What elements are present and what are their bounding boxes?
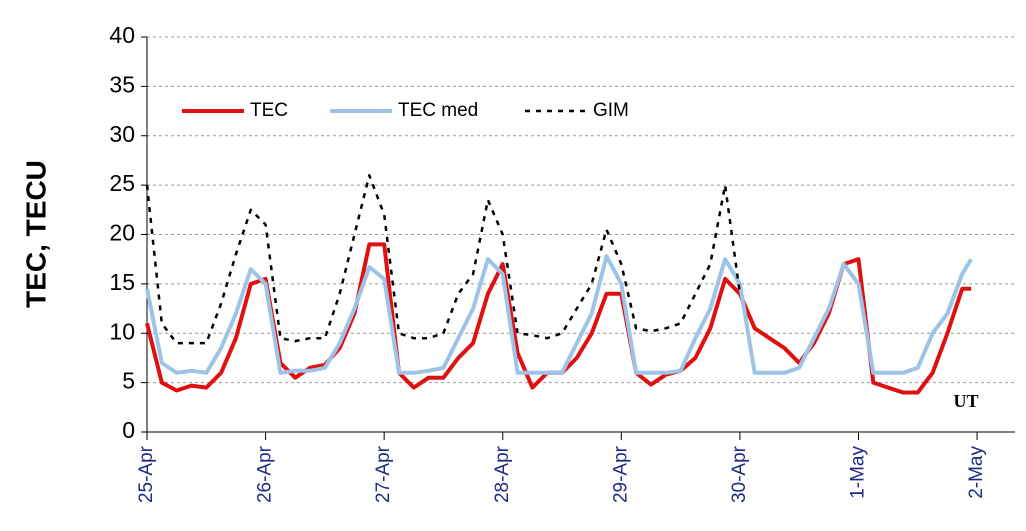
annotation: UT	[953, 391, 978, 411]
x-tick-label: 1-May	[847, 446, 868, 499]
x-tick-label: 26-Apr	[255, 445, 276, 503]
legend-label: TEC	[250, 100, 288, 121]
x-tick-label: 27-Apr	[373, 445, 394, 503]
x-tick-label: 28-Apr	[492, 445, 513, 503]
y-tick-label: 20	[109, 220, 135, 246]
x-tick-label: 29-Apr	[610, 445, 631, 503]
x-tick-label: 2-May	[966, 446, 987, 499]
y-tick-label: 35	[109, 71, 135, 97]
series-line	[145, 254, 973, 375]
y-tick-label: 40	[109, 22, 135, 48]
x-tick-label: 30-Apr	[729, 445, 750, 503]
legend-label: GIM	[593, 100, 629, 121]
y-tick-label: 30	[109, 121, 135, 147]
legend-label: TEC med	[398, 100, 478, 121]
y-tick-label: 5	[122, 368, 135, 394]
y-tick-label: 10	[109, 318, 135, 344]
y-axis-title: TEC, TECU	[20, 160, 51, 308]
y-tick-label: 15	[109, 269, 135, 295]
y-tick-label: 25	[109, 170, 135, 196]
x-tick-label: 25-Apr	[136, 445, 157, 503]
y-tick-label: 0	[122, 417, 135, 443]
series-line	[145, 174, 742, 345]
